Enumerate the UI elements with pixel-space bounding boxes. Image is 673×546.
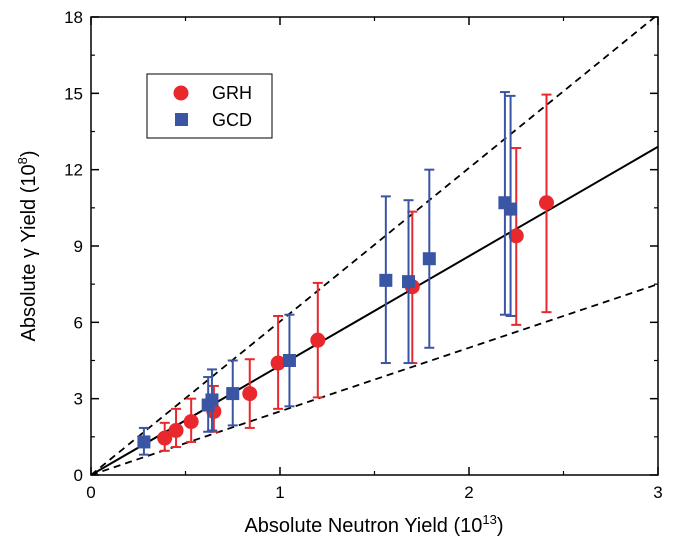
y-axis-title: Absolute γ Yield (108) bbox=[15, 150, 40, 341]
legend-marker-grh bbox=[173, 85, 189, 101]
y-tick-label: 6 bbox=[74, 313, 83, 332]
y-tick-label: 3 bbox=[74, 390, 83, 409]
data-point-grh bbox=[508, 228, 524, 244]
legend-label-gcd: GCD bbox=[212, 110, 252, 130]
legend: GRH GCD bbox=[146, 73, 273, 139]
y-tick-label: 9 bbox=[74, 237, 83, 256]
data-point-grh bbox=[168, 422, 184, 438]
y-tick-label: 18 bbox=[64, 8, 83, 27]
data-point-gcd bbox=[379, 273, 393, 287]
y-tick-label: 0 bbox=[74, 466, 83, 485]
data-point-grh bbox=[157, 430, 173, 446]
data-point-gcd bbox=[226, 387, 240, 401]
dashed-bound-line-2 bbox=[91, 283, 658, 475]
y-tick-label: 12 bbox=[64, 161, 83, 180]
data-point-grh bbox=[242, 386, 258, 402]
data-point-gcd bbox=[504, 202, 518, 216]
data-point-gcd bbox=[402, 275, 416, 289]
data-point-grh bbox=[270, 355, 286, 371]
x-tick-label: 2 bbox=[464, 483, 473, 502]
legend-marker-gcd bbox=[175, 113, 188, 126]
legend-label-grh: GRH bbox=[212, 83, 252, 103]
x-axis-title: Absolute Neutron Yield (1013) bbox=[244, 512, 503, 537]
x-tick-label: 3 bbox=[653, 483, 662, 502]
data-point-gcd bbox=[422, 252, 436, 266]
data-point-gcd bbox=[282, 354, 296, 367]
data-point-grh bbox=[183, 414, 199, 430]
data-point-grh bbox=[538, 195, 554, 211]
data-point-gcd bbox=[137, 435, 151, 449]
y-tick-label: 15 bbox=[64, 84, 83, 103]
series-gcd bbox=[137, 91, 518, 456]
x-tick-label: 0 bbox=[86, 483, 95, 502]
plot-area bbox=[91, 17, 658, 475]
dashed-bound-line-1 bbox=[91, 17, 657, 475]
data-point-grh bbox=[310, 332, 326, 348]
x-tick-label: 1 bbox=[275, 483, 284, 502]
data-point-gcd bbox=[205, 393, 219, 407]
legend-box bbox=[146, 73, 273, 139]
